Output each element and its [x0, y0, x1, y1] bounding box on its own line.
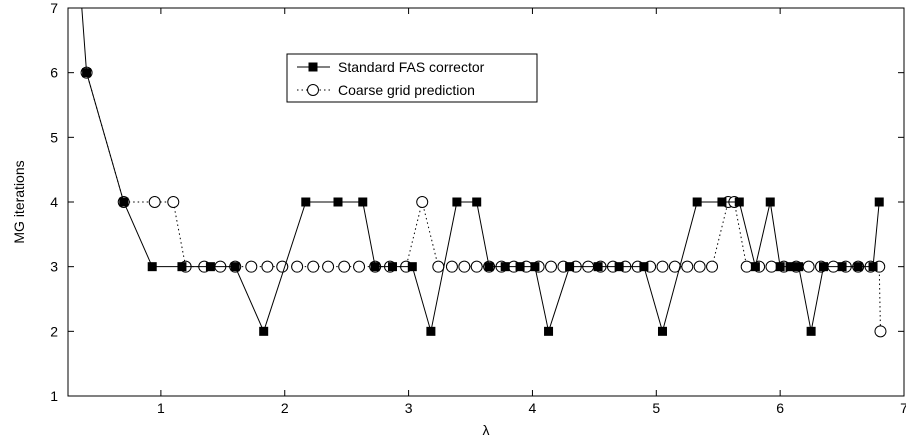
y-tick-label-4: 5 [50, 129, 58, 145]
point-standard-fas-26 [657, 326, 667, 336]
point-standard-fas-12 [387, 262, 397, 272]
point-standard-fas-23 [593, 262, 603, 272]
y-tick-label-1: 2 [50, 323, 58, 339]
point-standard-fas-40 [874, 197, 884, 207]
point-standard-fas-6 [230, 262, 240, 272]
point-standard-fas-19 [515, 262, 525, 272]
y-axis-label: MG iterations [11, 160, 27, 243]
point-standard-fas-1 [82, 68, 92, 78]
point-coarse-grid-21 [445, 260, 458, 273]
point-coarse-grid-19 [416, 196, 429, 208]
point-standard-fas-25 [639, 262, 649, 272]
point-standard-fas-15 [452, 197, 462, 207]
x-tick-label-3: 4 [529, 400, 537, 416]
point-standard-fas-27 [692, 197, 702, 207]
point-standard-fas-18 [500, 262, 510, 272]
point-standard-fas-16 [472, 197, 482, 207]
point-coarse-grid-15 [353, 260, 366, 273]
x-tick-label-5: 6 [776, 400, 784, 416]
legend: Standard FAS corrector Coarse grid predi… [286, 53, 538, 103]
point-standard-fas-13 [407, 262, 417, 272]
point-coarse-grid-14 [338, 260, 351, 273]
x-tick-label-2: 3 [405, 400, 413, 416]
point-coarse-grid-45 [740, 260, 753, 273]
point-standard-fas-14 [426, 326, 436, 336]
point-standard-fas-5 [205, 262, 215, 272]
point-coarse-grid-50 [802, 260, 815, 273]
point-standard-fas-38 [853, 262, 863, 272]
point-coarse-grid-47 [765, 260, 778, 273]
point-coarse-grid-57 [874, 325, 887, 338]
point-coarse-grid-9 [261, 260, 274, 273]
point-standard-fas-33 [785, 262, 795, 272]
legend-box [286, 53, 538, 103]
point-coarse-grid-22 [458, 260, 471, 273]
point-standard-fas-2 [119, 197, 129, 207]
point-coarse-grid-2 [148, 196, 161, 208]
point-standard-fas-36 [818, 262, 828, 272]
y-tick-label-6: 7 [50, 0, 58, 16]
legend-marker-standard-fas [308, 62, 318, 72]
point-coarse-grid-40 [681, 260, 694, 273]
point-coarse-grid-3 [167, 196, 180, 208]
x-axis-label: λ [483, 422, 490, 438]
x-tick-label-4: 5 [652, 400, 660, 416]
point-standard-fas-24 [614, 262, 624, 272]
point-standard-fas-21 [544, 326, 554, 336]
y-tick-label-5: 6 [50, 65, 58, 81]
point-standard-fas-8 [301, 197, 311, 207]
point-coarse-grid-42 [706, 260, 719, 273]
point-standard-fas-9 [333, 197, 343, 207]
point-standard-fas-7 [259, 326, 269, 336]
x-tick-label-0: 1 [157, 400, 165, 416]
point-coarse-grid-29 [545, 260, 558, 273]
series-layer [80, 8, 887, 338]
point-coarse-grid-20 [432, 260, 445, 273]
point-standard-fas-20 [530, 262, 540, 272]
point-standard-fas-4 [177, 262, 187, 272]
point-coarse-grid-12 [307, 260, 320, 273]
y-tick-label-0: 1 [50, 388, 58, 404]
x-tick-label-6: 7 [900, 400, 906, 416]
point-standard-fas-17 [484, 262, 494, 272]
y-tick-label-2: 3 [50, 259, 58, 275]
point-coarse-grid-23 [470, 260, 483, 273]
point-standard-fas-39 [868, 262, 878, 272]
point-standard-fas-30 [750, 262, 760, 272]
point-standard-fas-11 [370, 262, 380, 272]
point-standard-fas-28 [717, 197, 727, 207]
point-coarse-grid-41 [693, 260, 706, 273]
axes: 1 2 3 4 5 6 7 1 2 3 4 5 6 7 [50, 0, 906, 416]
y-tick-label-3: 4 [50, 194, 58, 210]
point-standard-fas-22 [565, 262, 575, 272]
point-standard-fas-37 [837, 262, 847, 272]
point-standard-fas-35 [806, 326, 816, 336]
point-coarse-grid-10 [276, 260, 289, 273]
legend-label-coarse-grid: Coarse grid prediction [338, 82, 475, 98]
point-standard-fas-10 [358, 197, 368, 207]
point-standard-fas-29 [734, 197, 744, 207]
x-tick-label-1: 2 [281, 400, 289, 416]
point-coarse-grid-13 [322, 260, 335, 273]
point-standard-fas-34 [794, 262, 804, 272]
legend-marker-coarse-grid [307, 84, 319, 96]
point-standard-fas-31 [765, 197, 775, 207]
point-standard-fas-32 [775, 262, 785, 272]
point-standard-fas-3 [147, 262, 157, 272]
point-coarse-grid-39 [668, 260, 681, 273]
legend-label-standard-fas: Standard FAS corrector [338, 59, 485, 75]
point-coarse-grid-38 [656, 260, 669, 273]
point-coarse-grid-8 [245, 260, 258, 273]
point-coarse-grid-11 [291, 260, 304, 273]
